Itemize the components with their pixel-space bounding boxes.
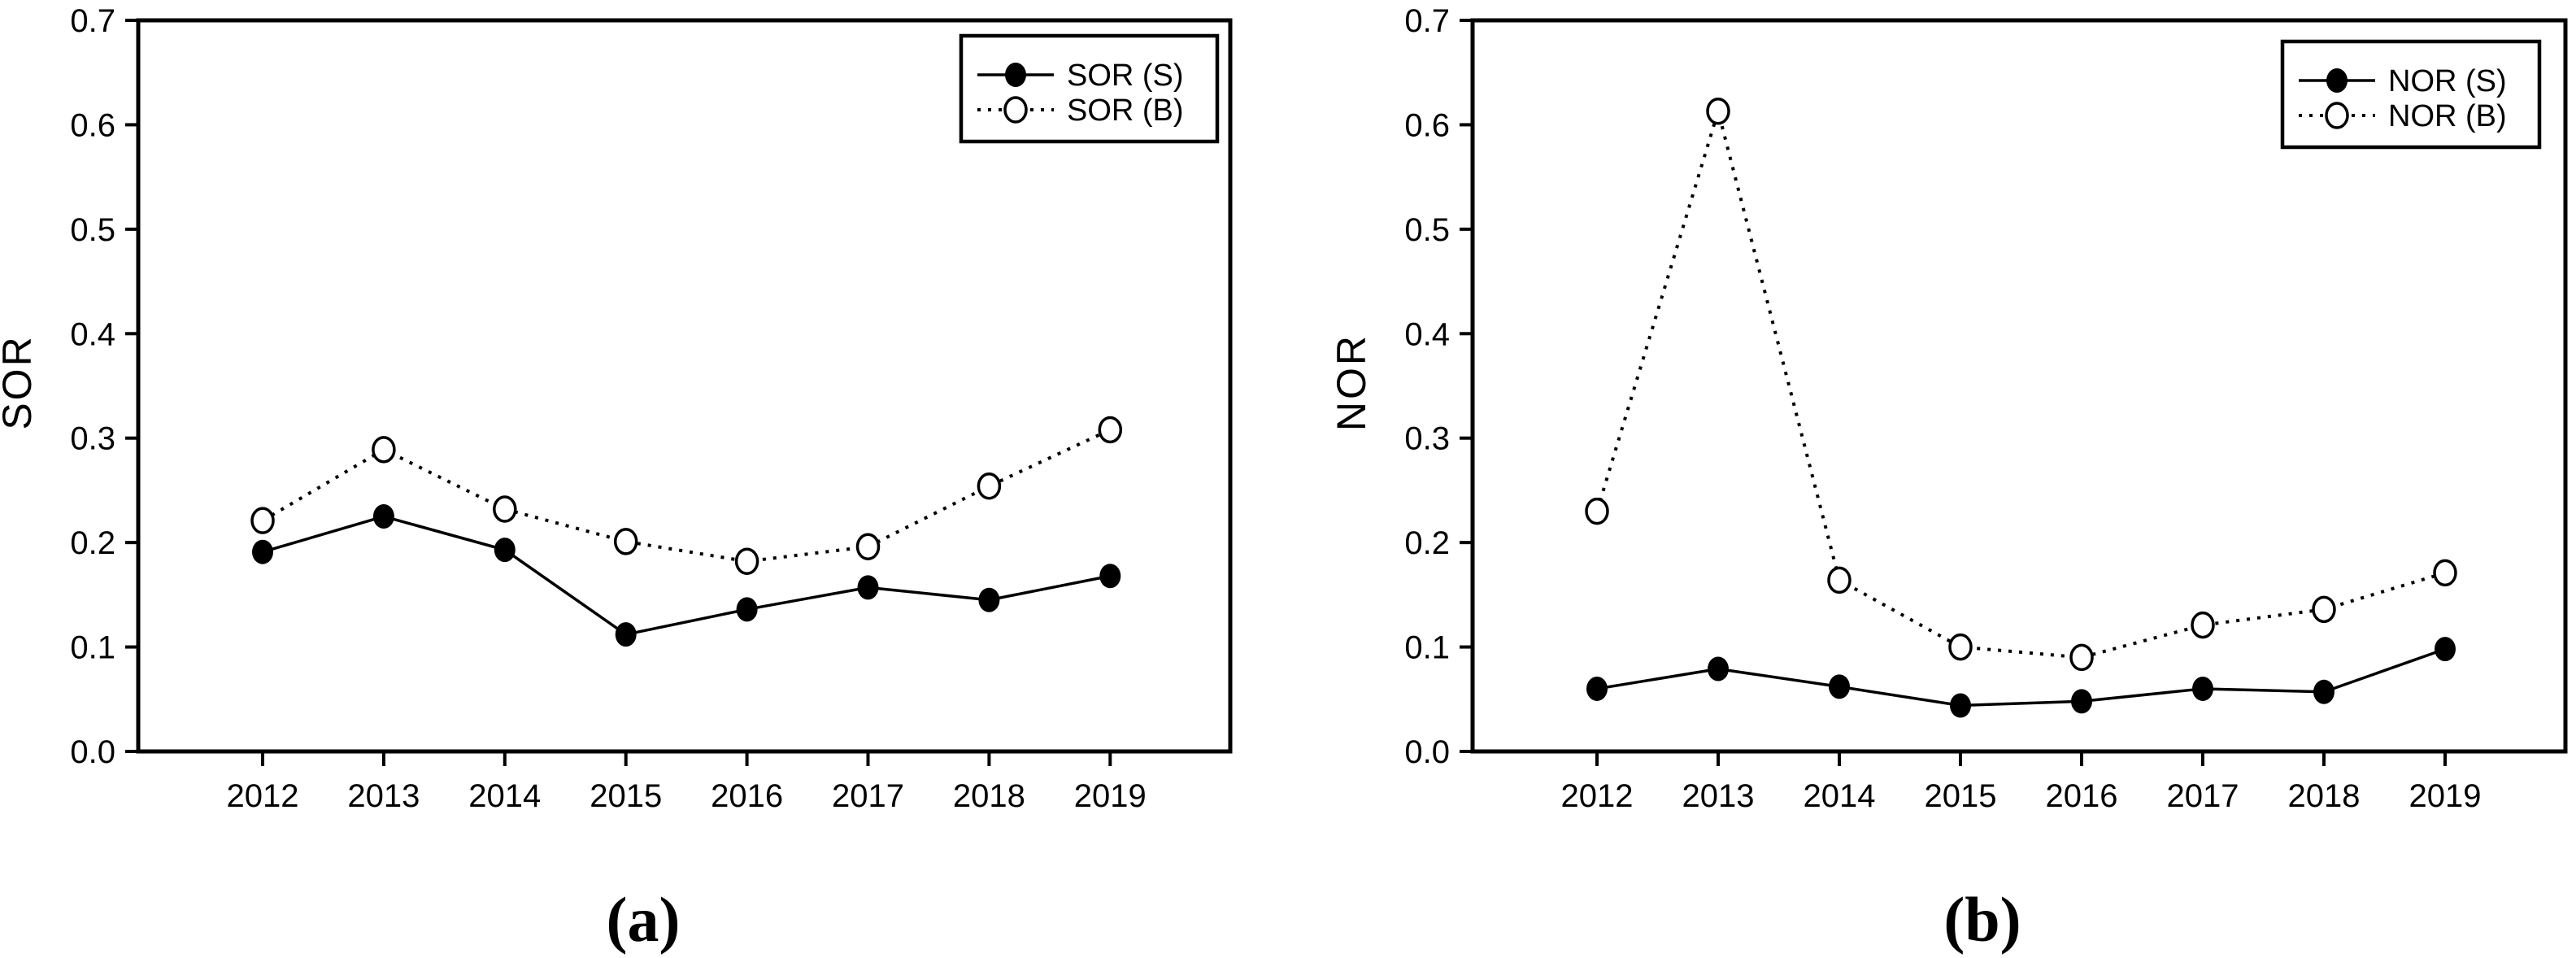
legend-label-nor-s: NOR (S) (2388, 64, 2507, 98)
data-point-marker-legend-nor-s (2326, 68, 2348, 93)
x-tick-label: 2019 (1074, 778, 1147, 814)
data-point-marker-nor-s (2071, 689, 2092, 714)
series-line-sor-s (262, 515, 1111, 637)
data-point-marker-sor-s (857, 575, 879, 600)
y-tick-label: 0.6 (70, 107, 115, 143)
legend-label-sor-s: SOR (S) (1067, 59, 1184, 93)
data-point-marker-legend-sor-b (1003, 96, 1028, 124)
data-point-marker-nor-s (1950, 693, 1971, 718)
data-point-marker-nor-b (2433, 559, 2457, 587)
x-tick-label: 2019 (2409, 778, 2482, 814)
y-tick-label: 0.1 (1404, 630, 1450, 666)
panel-b-caption: (b) (1943, 884, 2021, 955)
x-tick-label: 2017 (2167, 778, 2239, 814)
y-tick-label: 0.5 (1404, 212, 1450, 248)
legend-box (959, 33, 1220, 144)
legend-box (2280, 39, 2542, 150)
y-tick-label: 0.3 (70, 421, 115, 457)
legend: NOR (S)NOR (B) (2280, 39, 2542, 150)
data-point-marker-nor-b (2312, 595, 2336, 624)
data-point-marker-sor-s (1099, 564, 1121, 589)
legend-label-sor-b: SOR (B) (1067, 94, 1184, 128)
data-point-marker-nor-s (1829, 674, 1850, 699)
y-tick-label: 0.5 (70, 212, 115, 248)
data-point-marker-sor-b (493, 495, 517, 523)
y-axis-label: SOR (0, 334, 40, 429)
legend-item-sor-b: SOR (B) (977, 94, 1184, 128)
y-tick-label: 0.4 (1404, 316, 1450, 352)
y-tick-label: 0.0 (70, 734, 115, 770)
legend: SOR (S)SOR (B) (959, 33, 1220, 144)
x-tick-label: 2015 (1925, 778, 1997, 814)
x-tick-label: 2018 (953, 778, 1025, 814)
data-point-marker-nor-s (2192, 676, 2213, 701)
data-point-marker-sor-b (372, 436, 396, 464)
data-point-marker-sor-b (613, 528, 638, 555)
series-line-nor-b (1595, 105, 2446, 660)
data-point-marker-sor-b (250, 507, 275, 534)
y-axis-label: NOR (1329, 333, 1374, 431)
legend-item-sor-s: SOR (S) (977, 59, 1184, 93)
legend-label-nor-b: NOR (B) (2388, 99, 2507, 133)
plot-frame (136, 18, 1233, 754)
data-point-marker-nor-b (1585, 497, 1609, 525)
plot-frame (1470, 18, 2568, 754)
chart-panel-a: 0.0 0.1 0.2 0.3 0.4 0.5 0.6 0.7 2012 2013 2014 2015… (0, 3, 1233, 814)
data-point-marker-nor-b (2191, 611, 2215, 639)
data-point-marker-sor-s (978, 587, 1000, 612)
x-tick-label: 2018 (2288, 778, 2361, 814)
data-point-marker-sor-s (615, 622, 637, 647)
y-tick-label: 0.7 (70, 3, 115, 39)
x-tick-label: 2014 (468, 778, 541, 814)
data-point-marker-sor-b (977, 472, 1002, 500)
y-tick-label: 0.6 (1404, 107, 1450, 143)
data-point-marker-nor-s (2313, 679, 2334, 704)
x-tick-label: 2016 (2046, 778, 2118, 814)
series-line-nor-s (1596, 647, 2446, 708)
x-tick-label: 2012 (227, 778, 299, 814)
x-tick-label: 2012 (1561, 778, 1634, 814)
x-tick-label: 2017 (832, 778, 904, 814)
panel-a-caption: (a) (606, 884, 681, 955)
y-tick-label: 0.2 (70, 525, 115, 561)
x-tick-label: 2014 (1804, 778, 1876, 814)
data-point-marker-sor-s (736, 597, 758, 622)
legend-item-nor-b: NOR (B) (2299, 99, 2507, 133)
x-tick-label: 2015 (590, 778, 662, 814)
y-tick-label: 0.4 (70, 316, 115, 352)
x-tick-label: 2013 (1682, 778, 1755, 814)
data-point-marker-nor-b (1706, 97, 1730, 125)
y-tick-label: 0.1 (70, 630, 115, 666)
chart-panel-b: 0.0 0.1 0.2 0.3 0.4 0.5 0.6 0.7 2012 2013 2014 2015… (1329, 3, 2568, 814)
data-point-marker-nor-s (1708, 656, 1729, 681)
data-point-marker-nor-b (1827, 566, 1852, 594)
y-tick-label: 0.3 (1404, 421, 1450, 457)
data-point-marker-sor-s (252, 539, 273, 564)
data-point-marker-legend-sor-s (1005, 63, 1026, 87)
data-point-marker-sor-b (855, 533, 881, 561)
x-tick-label: 2013 (347, 778, 420, 814)
data-point-marker-nor-s (2435, 637, 2456, 662)
y-tick-label: 0.2 (1404, 525, 1450, 561)
legend-item-nor-s: NOR (S) (2299, 64, 2507, 98)
data-point-marker-nor-b (1948, 633, 1973, 661)
data-point-marker-sor-b (1098, 416, 1123, 444)
y-tick-label: 0.0 (1404, 734, 1450, 770)
y-tick-label: 0.7 (1404, 3, 1450, 39)
data-point-marker-sor-s (372, 504, 394, 529)
data-point-marker-legend-nor-b (2325, 102, 2349, 129)
x-tick-label: 2016 (711, 778, 783, 814)
data-point-marker-sor-b (734, 547, 759, 576)
data-point-marker-nor-b (2069, 643, 2094, 672)
data-point-marker-nor-s (1586, 676, 1608, 701)
data-point-marker-sor-s (494, 538, 516, 563)
